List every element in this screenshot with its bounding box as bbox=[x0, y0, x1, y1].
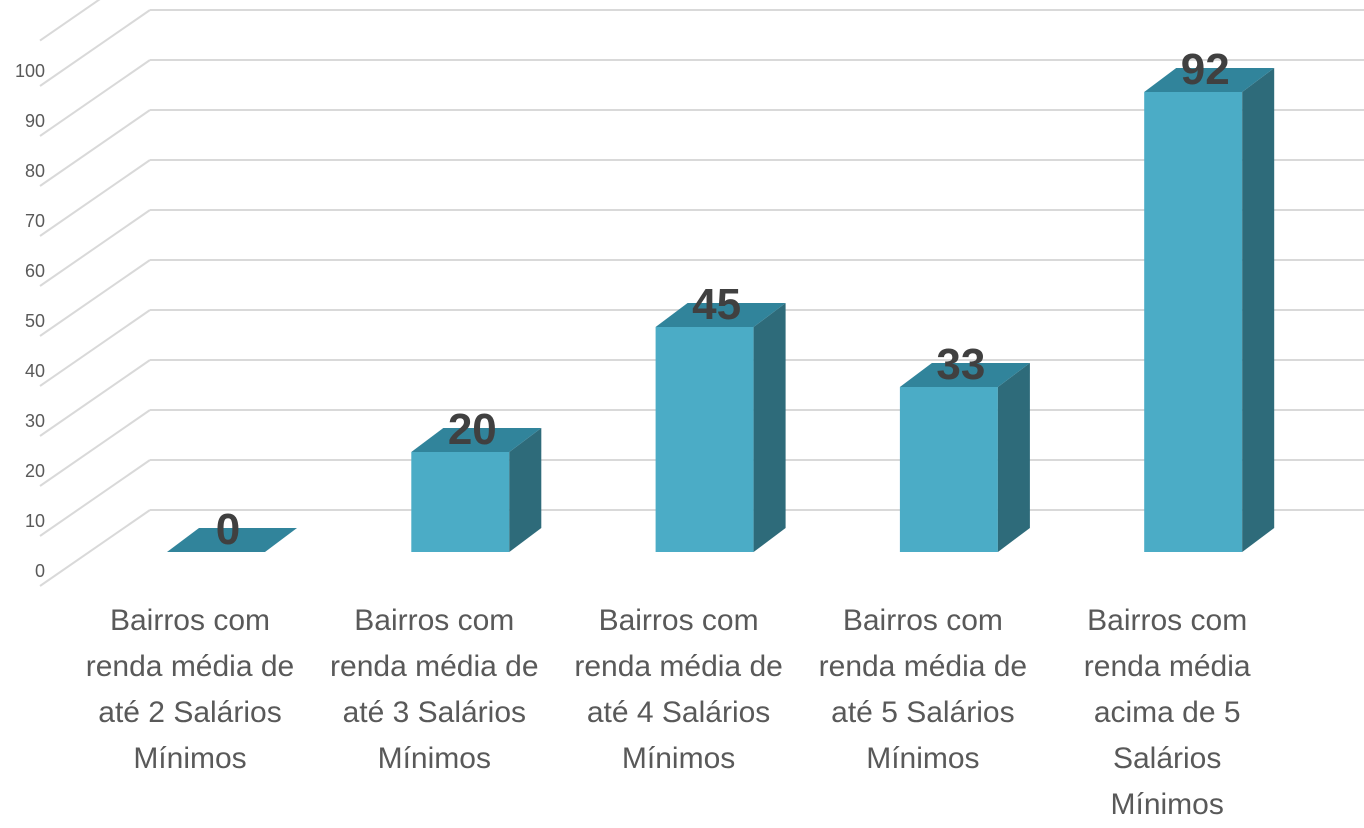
y-tick-label: 80 bbox=[25, 161, 45, 181]
y-tick-label: 30 bbox=[25, 411, 45, 431]
grid-line-side bbox=[39, 459, 151, 537]
bar-front bbox=[1144, 92, 1243, 552]
y-tick-label: 50 bbox=[25, 311, 45, 331]
bar bbox=[167, 528, 297, 552]
bar bbox=[1144, 68, 1275, 552]
value-label: 20 bbox=[448, 405, 497, 454]
bar-side bbox=[1242, 68, 1275, 552]
bar-front bbox=[411, 452, 510, 552]
bar bbox=[899, 363, 1030, 552]
x-tick-label: Bairros com renda média acima de 5 Salár… bbox=[1083, 604, 1251, 821]
value-label: 0 bbox=[216, 505, 240, 554]
bar-side bbox=[753, 303, 786, 552]
grid-line-side bbox=[39, 259, 151, 337]
bar-top bbox=[167, 528, 297, 552]
bar-top bbox=[411, 428, 542, 452]
y-tick-label: 20 bbox=[25, 461, 45, 481]
y-tick-label: 60 bbox=[25, 261, 45, 281]
bar-side bbox=[997, 363, 1030, 552]
value-label: 92 bbox=[1181, 45, 1230, 94]
bar-front bbox=[899, 387, 998, 552]
y-tick-label: 0 bbox=[35, 561, 45, 581]
y-tick-label: 70 bbox=[25, 211, 45, 231]
grid-line-side bbox=[39, 159, 151, 237]
grid-line-side bbox=[39, 0, 101, 42]
grid-line-side bbox=[39, 409, 151, 487]
bar-top bbox=[899, 363, 1030, 387]
x-tick-label: Bairros com renda média de até 5 Salário… bbox=[818, 604, 1028, 775]
y-tick-label: 100 bbox=[15, 61, 45, 81]
grid-line-side bbox=[39, 9, 151, 87]
y-tick-label: 40 bbox=[25, 361, 45, 381]
value-label: 45 bbox=[692, 280, 741, 329]
bar-front bbox=[655, 327, 754, 552]
bar bbox=[411, 428, 542, 552]
grid-line-side bbox=[39, 359, 151, 437]
y-tick-label: 90 bbox=[25, 111, 45, 131]
x-tick-label: Bairros com renda média de até 4 Salário… bbox=[574, 604, 783, 775]
bar-top bbox=[655, 303, 786, 327]
grid-line-side bbox=[39, 509, 151, 587]
bar-side bbox=[509, 428, 542, 552]
grid-line-side bbox=[39, 309, 151, 387]
x-tick-label: Bairros com renda média de até 3 Salário… bbox=[330, 604, 539, 775]
x-tick-label: Bairros com renda média de até 2 Salário… bbox=[85, 604, 295, 775]
y-tick-label: 10 bbox=[25, 511, 45, 531]
bar-top bbox=[1144, 68, 1275, 92]
grid-line-side bbox=[39, 109, 151, 187]
value-label: 33 bbox=[936, 340, 985, 389]
grid-line-side bbox=[39, 59, 151, 137]
bar bbox=[655, 303, 786, 552]
grid-line-side bbox=[39, 209, 151, 287]
